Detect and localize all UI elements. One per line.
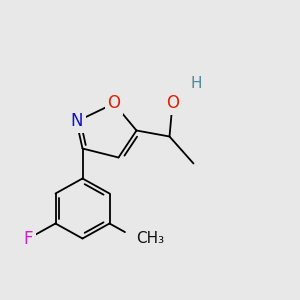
Text: CH₃: CH₃ (136, 231, 165, 246)
Text: F: F (24, 230, 33, 247)
Text: O: O (166, 94, 179, 112)
Text: H: H (191, 76, 202, 92)
Text: O: O (107, 94, 121, 112)
Text: N: N (70, 112, 83, 130)
